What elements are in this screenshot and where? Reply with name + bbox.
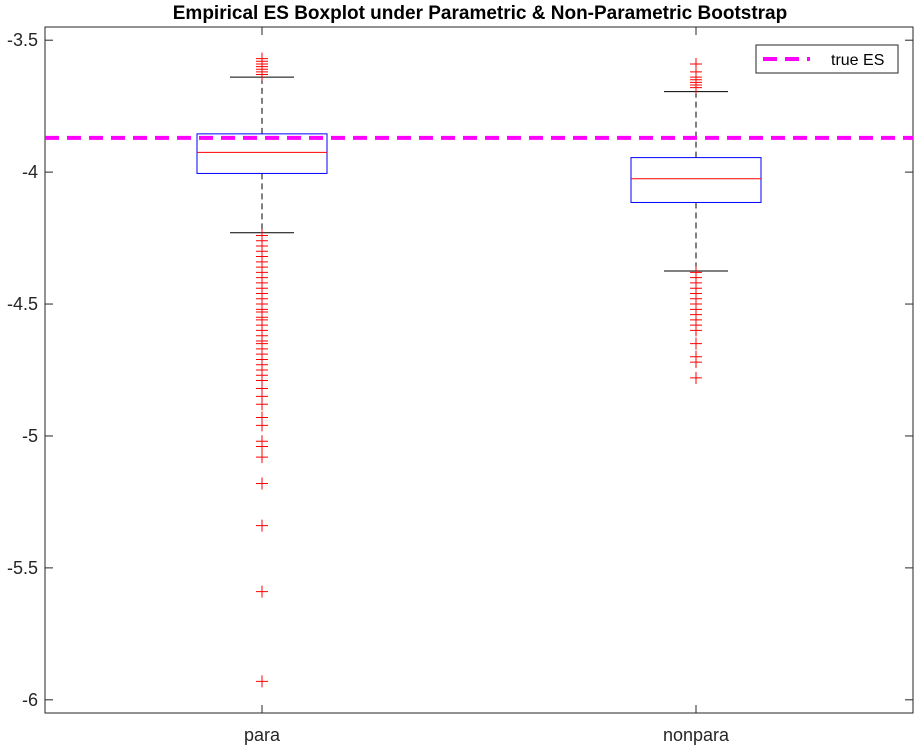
y-tick-label: -4.5 bbox=[7, 294, 38, 314]
outlier-nonpara bbox=[690, 337, 702, 350]
outlier-para bbox=[256, 519, 268, 532]
outlier-para bbox=[256, 585, 268, 598]
x-tick-label-para: para bbox=[244, 725, 281, 745]
outlier-nonpara bbox=[690, 371, 702, 384]
outlier-para bbox=[256, 451, 268, 464]
axes-frame bbox=[44, 26, 914, 714]
outlier-para bbox=[256, 440, 268, 453]
outlier-nonpara bbox=[690, 324, 702, 337]
y-tick-label: -5.5 bbox=[7, 558, 38, 578]
outlier-para bbox=[256, 398, 268, 411]
y-tick-label: -6 bbox=[22, 690, 38, 710]
chart-title: Empirical ES Boxplot under Parametric & … bbox=[173, 3, 788, 24]
box-nonpara bbox=[630, 157, 762, 203]
outlier-para bbox=[256, 68, 268, 81]
legend-box bbox=[755, 44, 899, 74]
legend-label-true-es: true ES bbox=[831, 52, 884, 69]
y-tick-label: -3.5 bbox=[7, 30, 38, 50]
legend: true ES bbox=[755, 44, 899, 74]
outlier-para bbox=[256, 419, 268, 432]
y-tick-label: -5 bbox=[22, 426, 38, 446]
outlier-nonpara bbox=[690, 356, 702, 369]
outlier-nonpara bbox=[690, 81, 702, 94]
y-tick-label: -4 bbox=[22, 162, 38, 182]
outlier-para bbox=[256, 477, 268, 490]
box-para bbox=[196, 133, 328, 174]
x-tick-label-nonpara: nonpara bbox=[663, 725, 730, 745]
outlier-para bbox=[256, 675, 268, 688]
plot-area: -6 -5.5 -5 -4.5 -4 -3.5 para nonpara bbox=[7, 26, 914, 745]
